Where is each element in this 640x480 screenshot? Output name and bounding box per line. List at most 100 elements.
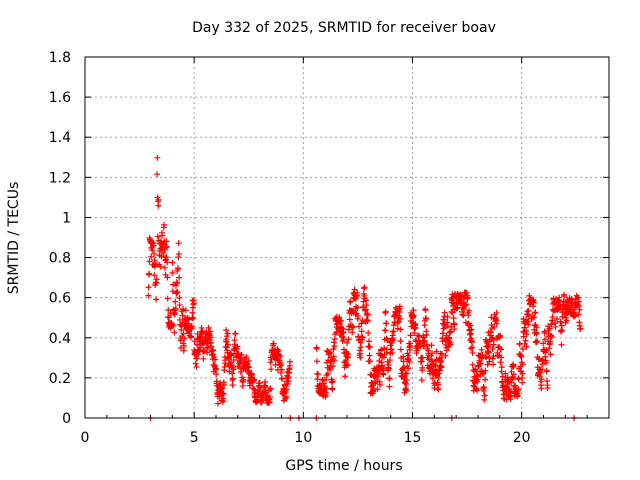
data-point (410, 312, 417, 319)
data-point (274, 346, 281, 353)
data-point (400, 358, 407, 365)
data-point (200, 355, 207, 362)
data-point (151, 272, 158, 279)
data-point (412, 324, 419, 331)
data-point (169, 288, 176, 295)
data-point (176, 302, 183, 309)
data-point (554, 316, 561, 323)
data-point (533, 324, 540, 331)
data-point (454, 304, 461, 311)
data-point (397, 315, 404, 322)
data-point (477, 360, 484, 367)
data-point (362, 307, 369, 314)
data-point (493, 320, 500, 327)
data-point (166, 314, 173, 321)
data-point (205, 343, 212, 350)
data-point (577, 325, 584, 332)
x-tick-label: 0 (81, 430, 90, 446)
data-point (540, 340, 547, 347)
data-point (223, 333, 230, 340)
data-point (180, 306, 187, 313)
data-point (361, 284, 368, 291)
data-point (150, 242, 157, 249)
data-point (163, 238, 170, 245)
data-point (429, 350, 436, 357)
data-point (364, 310, 371, 317)
data-point (181, 342, 188, 349)
data-point (390, 337, 397, 344)
data-point (388, 346, 395, 353)
data-point (344, 339, 350, 346)
data-point (171, 329, 178, 336)
data-point (482, 367, 489, 374)
data-point (465, 312, 472, 319)
data-point (367, 358, 374, 365)
x-axis-label: GPS time / hours (285, 458, 402, 474)
y-tick-label: 0.6 (49, 291, 71, 307)
data-point (169, 259, 176, 266)
data-point (155, 196, 162, 203)
data-point (366, 344, 373, 351)
data-point (189, 309, 196, 316)
data-point (190, 314, 197, 321)
data-point (193, 355, 200, 362)
data-point (421, 337, 428, 344)
data-point (389, 349, 396, 356)
data-point (444, 323, 451, 330)
data-point (385, 365, 392, 372)
data-point (377, 381, 384, 388)
data-point (481, 392, 488, 399)
data-point (519, 379, 526, 386)
data-point (249, 385, 256, 392)
data-point (355, 313, 362, 320)
data-point (418, 358, 425, 365)
data-point (575, 311, 582, 318)
data-point (366, 338, 373, 345)
data-point (386, 375, 393, 382)
data-point (382, 327, 389, 334)
data-point (374, 386, 381, 393)
data-point (190, 300, 197, 307)
data-point (340, 329, 347, 336)
data-point (515, 386, 522, 393)
data-point (483, 353, 490, 360)
data-point (175, 250, 182, 257)
data-point (466, 307, 473, 314)
data-point (533, 330, 540, 337)
data-point (174, 280, 181, 287)
data-point (185, 316, 192, 323)
data-point (210, 351, 217, 358)
data-point (428, 342, 435, 349)
data-point (530, 299, 537, 306)
data-point (485, 342, 492, 349)
data-point (547, 351, 554, 358)
data-point (561, 293, 568, 300)
data-point (268, 366, 275, 373)
data-point (549, 313, 556, 320)
data-point (175, 240, 182, 247)
data-point (230, 357, 237, 364)
data-point (226, 356, 233, 363)
data-point (438, 364, 445, 371)
data-point (347, 298, 354, 305)
data-point (370, 388, 377, 395)
data-point (378, 346, 385, 353)
data-point (386, 383, 393, 390)
data-point (154, 154, 161, 161)
data-point (346, 316, 353, 323)
data-point (341, 373, 348, 380)
data-point (189, 315, 196, 322)
data-point (151, 257, 158, 264)
data-point (548, 333, 555, 340)
data-point (552, 323, 559, 330)
data-point (228, 362, 235, 369)
data-point (328, 379, 335, 386)
data-point (223, 338, 230, 345)
data-point (159, 232, 166, 239)
data-point (164, 274, 171, 281)
data-point (442, 324, 449, 331)
data-point (408, 323, 415, 330)
data-point (333, 329, 340, 336)
data-point (283, 393, 290, 400)
data-point (351, 286, 358, 293)
